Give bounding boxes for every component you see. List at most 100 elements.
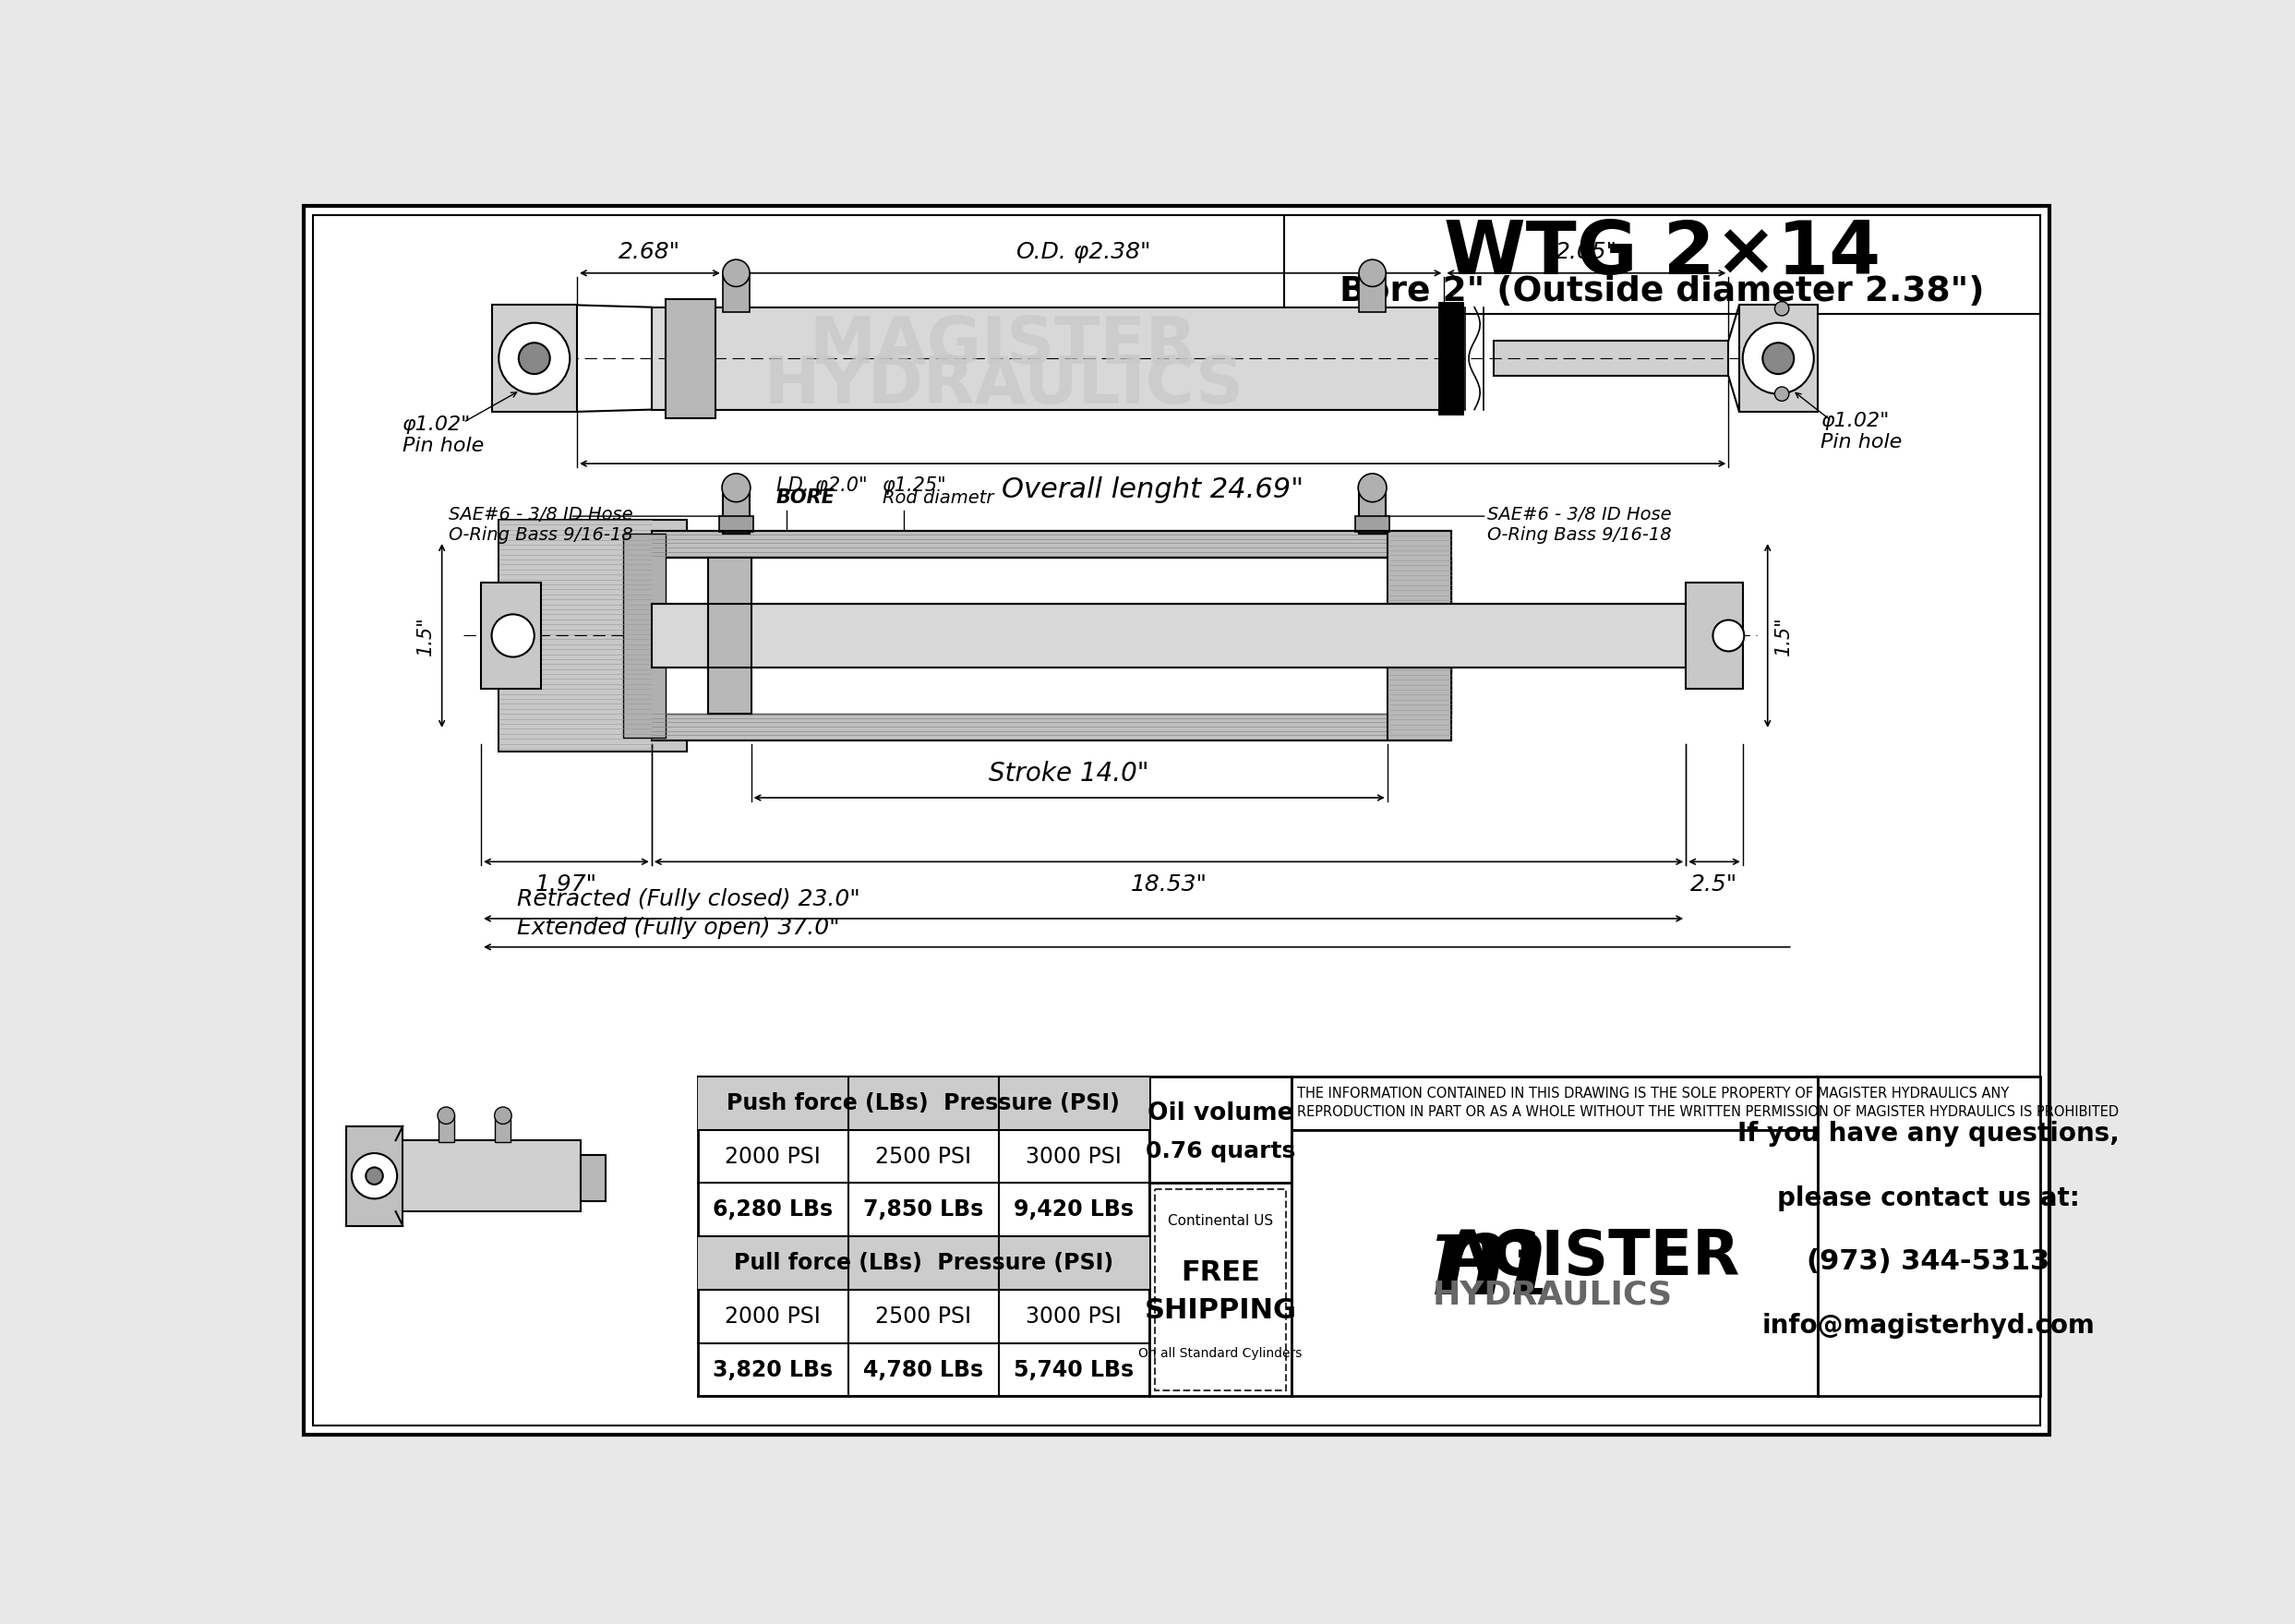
Text: Pull force (LBs)  Pressure (PSI): Pull force (LBs) Pressure (PSI) bbox=[734, 1252, 1113, 1275]
Text: BORE: BORE bbox=[776, 489, 835, 507]
Bar bbox=[1740, 305, 1818, 412]
Text: 2.5": 2.5" bbox=[1691, 874, 1737, 895]
Bar bbox=[652, 307, 1450, 409]
Text: SAE#6 - 3/8 ID Hose
O-Ring Bass 9/16-18: SAE#6 - 3/8 ID Hose O-Ring Bass 9/16-18 bbox=[450, 505, 633, 544]
Text: O.D. φ2.38": O.D. φ2.38" bbox=[1017, 240, 1150, 263]
Circle shape bbox=[491, 614, 535, 658]
Circle shape bbox=[1774, 387, 1788, 401]
Bar bbox=[482, 583, 542, 689]
Circle shape bbox=[519, 343, 551, 374]
Text: Bore 2" (Outside diameter 2.38"): Bore 2" (Outside diameter 2.38") bbox=[1340, 274, 1985, 309]
Text: SAE#6 - 3/8 ID Hose
O-Ring Bass 9/16-18: SAE#6 - 3/8 ID Hose O-Ring Bass 9/16-18 bbox=[1487, 505, 1671, 544]
Text: 7,850 LBs: 7,850 LBs bbox=[863, 1199, 985, 1221]
Text: SHIPPING: SHIPPING bbox=[1145, 1298, 1297, 1325]
Text: Continental US: Continental US bbox=[1168, 1215, 1274, 1228]
Bar bbox=[1292, 1077, 1818, 1130]
Bar bbox=[347, 1125, 404, 1226]
Text: φ1.25": φ1.25" bbox=[884, 476, 948, 495]
Text: 18.53": 18.53" bbox=[1131, 874, 1207, 895]
Text: m: m bbox=[1427, 1207, 1549, 1319]
Text: Overall lenght 24.69": Overall lenght 24.69" bbox=[1001, 476, 1304, 503]
Text: Oil volume: Oil volume bbox=[1148, 1101, 1294, 1125]
Circle shape bbox=[1359, 474, 1386, 502]
Bar bbox=[1494, 341, 1728, 377]
Text: Retracted (Fully closed) 23.0": Retracted (Fully closed) 23.0" bbox=[516, 888, 861, 909]
Bar bbox=[1818, 1077, 2040, 1397]
Circle shape bbox=[438, 1108, 454, 1124]
Text: 2000 PSI: 2000 PSI bbox=[725, 1145, 822, 1168]
Text: FREE: FREE bbox=[1180, 1259, 1260, 1286]
Text: MAGISTER: MAGISTER bbox=[810, 313, 1198, 377]
Text: 3000 PSI: 3000 PSI bbox=[1026, 1306, 1122, 1327]
Text: HYDRAULICS: HYDRAULICS bbox=[1432, 1280, 1673, 1311]
Text: On all Standard Cylinders: On all Standard Cylinders bbox=[1138, 1348, 1301, 1361]
Circle shape bbox=[365, 1168, 383, 1184]
Text: 2500 PSI: 2500 PSI bbox=[874, 1306, 971, 1327]
Bar bbox=[698, 1236, 1150, 1289]
Circle shape bbox=[1742, 323, 1813, 395]
Circle shape bbox=[1774, 302, 1788, 315]
Text: 0.76 quarts: 0.76 quarts bbox=[1145, 1140, 1294, 1163]
Bar bbox=[652, 604, 1687, 667]
Text: 2000 PSI: 2000 PSI bbox=[725, 1306, 822, 1327]
Text: 2500 PSI: 2500 PSI bbox=[874, 1145, 971, 1168]
Text: If you have any questions,: If you have any questions, bbox=[1737, 1121, 2121, 1147]
Circle shape bbox=[1359, 260, 1386, 286]
Text: 1.97": 1.97" bbox=[535, 874, 597, 895]
Bar bbox=[718, 516, 753, 531]
Text: 1.5": 1.5" bbox=[1774, 615, 1792, 656]
Bar bbox=[491, 305, 576, 412]
Bar bbox=[1356, 516, 1388, 531]
Text: 2.68": 2.68" bbox=[620, 240, 682, 263]
Text: AGISTER: AGISTER bbox=[1444, 1226, 1740, 1288]
Circle shape bbox=[723, 474, 750, 502]
Bar bbox=[438, 1116, 454, 1143]
Text: please contact us at:: please contact us at: bbox=[1776, 1186, 2079, 1212]
Text: Stroke 14.0": Stroke 14.0" bbox=[989, 762, 1150, 788]
Text: 9,420 LBs: 9,420 LBs bbox=[1014, 1199, 1134, 1221]
Bar bbox=[723, 487, 750, 534]
Bar bbox=[496, 1116, 512, 1143]
Text: 2.05": 2.05" bbox=[1556, 240, 1618, 263]
Bar bbox=[1386, 531, 1450, 741]
Circle shape bbox=[723, 260, 750, 286]
Text: info@magisterhyd.com: info@magisterhyd.com bbox=[1763, 1312, 2095, 1338]
Bar bbox=[1154, 1189, 1285, 1390]
Text: 3000 PSI: 3000 PSI bbox=[1026, 1145, 1122, 1168]
Text: 1.5": 1.5" bbox=[415, 615, 434, 656]
Circle shape bbox=[1763, 343, 1795, 374]
Text: 5,740 LBs: 5,740 LBs bbox=[1014, 1359, 1134, 1380]
Bar bbox=[698, 1077, 1150, 1397]
Text: φ1.02"
Pin hole: φ1.02" Pin hole bbox=[404, 416, 484, 455]
Bar bbox=[1359, 273, 1386, 312]
Text: 6,280 LBs: 6,280 LBs bbox=[714, 1199, 833, 1221]
Bar bbox=[709, 557, 750, 715]
Text: Rod diametr: Rod diametr bbox=[884, 489, 994, 507]
Bar bbox=[1439, 302, 1464, 416]
Circle shape bbox=[498, 323, 569, 395]
Bar bbox=[652, 531, 1450, 557]
Bar bbox=[498, 520, 686, 752]
Text: HYDRAULICS: HYDRAULICS bbox=[764, 354, 1244, 417]
Bar bbox=[1285, 214, 2040, 315]
Bar bbox=[652, 557, 1450, 715]
Text: I.D. φ2.0": I.D. φ2.0" bbox=[776, 476, 868, 495]
Text: 4,780 LBs: 4,780 LBs bbox=[863, 1359, 985, 1380]
Bar bbox=[581, 1155, 606, 1200]
Text: 3,820 LBs: 3,820 LBs bbox=[714, 1359, 833, 1380]
Text: φ1.02"
Pin hole: φ1.02" Pin hole bbox=[1820, 412, 1903, 451]
Bar bbox=[1292, 1130, 1818, 1397]
Circle shape bbox=[493, 1108, 512, 1124]
Bar bbox=[698, 1077, 1150, 1130]
Text: WTG 2×14: WTG 2×14 bbox=[1444, 218, 1880, 291]
Text: THE INFORMATION CONTAINED IN THIS DRAWING IS THE SOLE PROPERTY OF MAGISTER HYDRA: THE INFORMATION CONTAINED IN THIS DRAWIN… bbox=[1297, 1086, 2118, 1119]
Bar bbox=[1359, 487, 1386, 534]
Text: Push force (LBs)  Pressure (PSI): Push force (LBs) Pressure (PSI) bbox=[728, 1091, 1120, 1114]
Bar bbox=[1687, 583, 1742, 689]
Circle shape bbox=[351, 1153, 397, 1199]
Bar bbox=[1150, 1182, 1292, 1397]
Text: (973) 344-5313: (973) 344-5313 bbox=[1806, 1249, 2049, 1275]
Bar bbox=[652, 715, 1450, 741]
Bar bbox=[624, 534, 666, 737]
Bar bbox=[666, 299, 716, 417]
